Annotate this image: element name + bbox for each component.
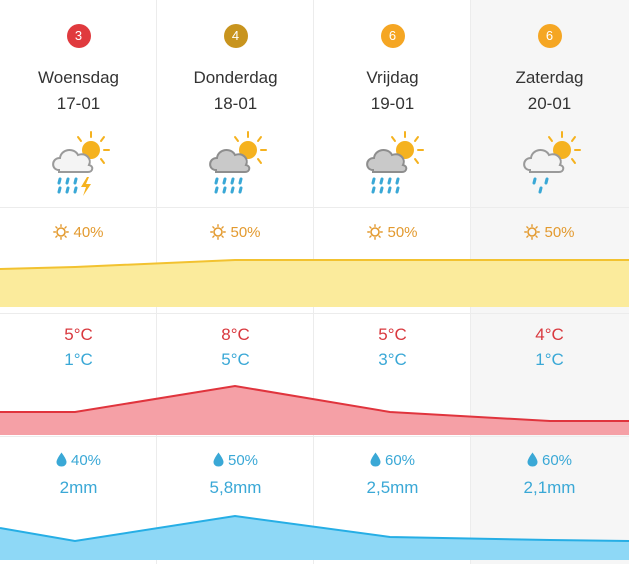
sun-outline-icon bbox=[53, 224, 70, 240]
rain-probability-value: 40% bbox=[70, 452, 102, 469]
rain-probability-value: 60% bbox=[384, 452, 416, 469]
day-name: Woensdag bbox=[38, 68, 119, 87]
sunshine-percentage: 50% bbox=[471, 224, 628, 241]
day-column-vrijdag[interactable]: 6 Vrijdag 19-01 50% 5°C 3°C 60 bbox=[314, 0, 471, 560]
rain-probability: 60% bbox=[471, 452, 628, 469]
weather-score-badge: 4 bbox=[223, 24, 248, 48]
day-date: 17-01 bbox=[56, 94, 101, 113]
sunshine-value: 50% bbox=[544, 224, 575, 241]
sunshine-line bbox=[0, 259, 629, 270]
rain-area bbox=[0, 516, 629, 560]
rain-probability-value: 50% bbox=[227, 452, 259, 469]
rain-amount: 2,5mm bbox=[366, 478, 419, 497]
temperature-area bbox=[0, 386, 629, 435]
day-column-zaterdag[interactable]: 6 Zaterdag 20-01 50% 4°C 1°C 6 bbox=[471, 0, 628, 560]
sunshine-value: 50% bbox=[230, 224, 261, 241]
rain-amount: 5,8mm bbox=[209, 478, 262, 497]
weather-score-badge: 6 bbox=[537, 24, 562, 48]
sunshine-value: 40% bbox=[73, 224, 104, 241]
sunshine-percentage: 50% bbox=[157, 224, 314, 241]
sun-outline-icon bbox=[210, 224, 227, 240]
sunshine-value: 50% bbox=[387, 224, 418, 241]
cloud-sun-rain-thunder-icon bbox=[51, 131, 110, 196]
sunshine-percentage: 40% bbox=[0, 224, 157, 241]
min-temperature: 1°C bbox=[64, 350, 93, 369]
rain-probability-value: 60% bbox=[541, 452, 573, 469]
cloud-sun-heavy-rain-icon bbox=[208, 131, 267, 194]
raindrop-icon bbox=[527, 452, 538, 467]
rain-probability: 60% bbox=[314, 452, 471, 469]
sunshine-area bbox=[0, 260, 629, 307]
temperature-line bbox=[0, 384, 629, 422]
day-date: 18-01 bbox=[213, 94, 258, 113]
row-divider bbox=[0, 207, 629, 208]
day-name: Donderdag bbox=[193, 68, 278, 87]
sunshine-percentage: 50% bbox=[314, 224, 471, 241]
min-temperature: 3°C bbox=[378, 350, 407, 369]
raindrop-icon bbox=[213, 452, 224, 467]
day-column-donderdag[interactable]: 4 Donderdag 18-01 50% 8°C 5°C bbox=[157, 0, 314, 560]
day-name: Zaterdag bbox=[515, 68, 584, 87]
min-temperature: 5°C bbox=[221, 350, 250, 369]
max-temperature: 8°C bbox=[221, 325, 250, 344]
max-temperature: 5°C bbox=[64, 325, 93, 344]
rain-amount: 2,1mm bbox=[523, 478, 576, 497]
raindrop-icon bbox=[370, 452, 381, 467]
rain-probability: 40% bbox=[0, 452, 157, 469]
day-date: 20-01 bbox=[527, 94, 572, 113]
day-column-woensdag[interactable]: 3 Woensdag 17-01 40% 5°C 1°C bbox=[0, 0, 157, 560]
rain-line bbox=[0, 514, 629, 543]
sun-outline-icon bbox=[367, 224, 384, 240]
cloud-sun-heavy-rain-icon bbox=[365, 131, 424, 194]
day-date: 19-01 bbox=[370, 94, 415, 113]
max-temperature: 5°C bbox=[378, 325, 407, 344]
rain-amount: 2mm bbox=[59, 478, 98, 497]
weather-score-badge: 6 bbox=[380, 24, 405, 48]
min-temperature: 1°C bbox=[535, 350, 564, 369]
sunshine-graph bbox=[0, 259, 629, 307]
sun-outline-icon bbox=[524, 224, 541, 240]
day-name: Vrijdag bbox=[366, 68, 419, 87]
rain-probability: 50% bbox=[157, 452, 314, 469]
raindrop-icon bbox=[56, 452, 67, 467]
cloud-sun-light-rain-icon bbox=[522, 131, 581, 194]
rain-graph bbox=[0, 514, 629, 560]
max-temperature: 4°C bbox=[535, 325, 564, 344]
weather-score-badge: 3 bbox=[66, 24, 91, 48]
row-divider bbox=[0, 436, 629, 437]
row-divider bbox=[0, 313, 629, 314]
temperature-graph bbox=[0, 384, 629, 435]
